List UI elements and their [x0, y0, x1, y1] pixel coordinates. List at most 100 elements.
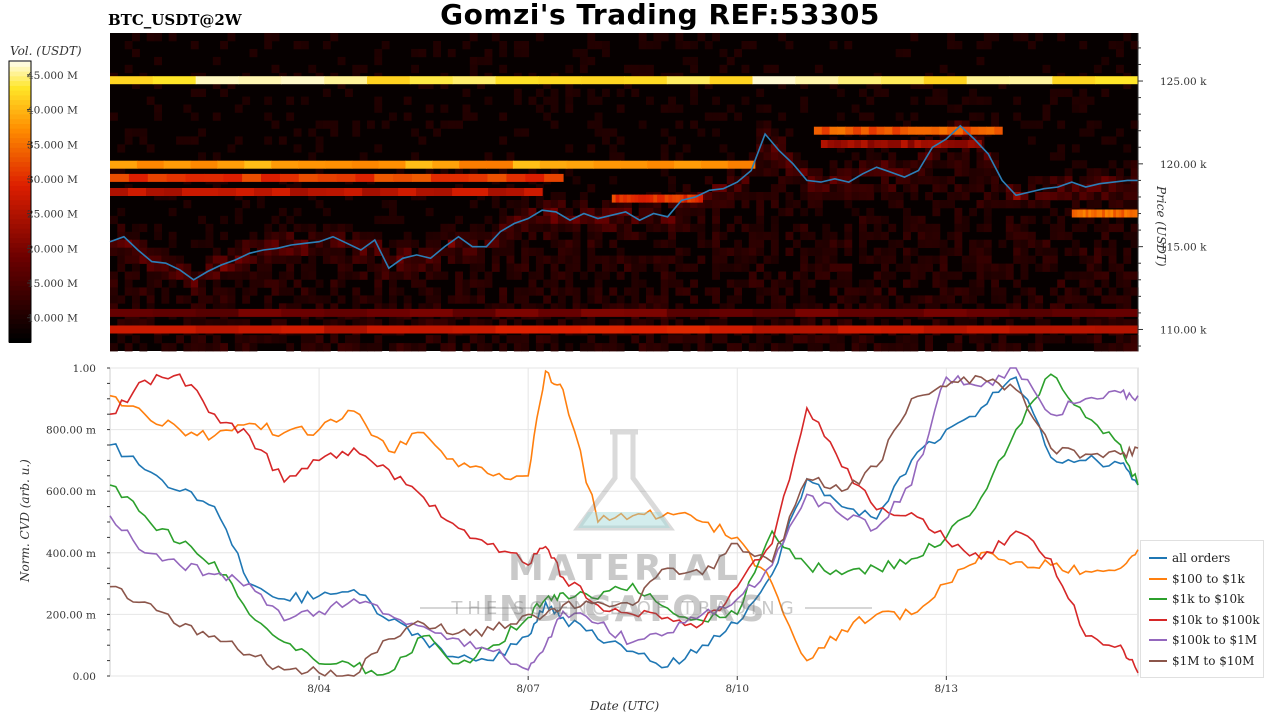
heatmap-cell: [961, 168, 970, 177]
heatmap-cell: [557, 207, 566, 217]
heatmap-cell: [939, 255, 948, 264]
heatmap-cell: [704, 287, 713, 296]
heatmap-cell: [587, 96, 596, 105]
heatmap-cell: [425, 207, 434, 217]
heatmap-cell: [1079, 192, 1088, 201]
heatmap-cell: [631, 271, 640, 280]
heatmap-cell: [1042, 319, 1051, 328]
heatmap-cell: [910, 112, 919, 121]
heatmap-cell: [455, 231, 463, 241]
heatmap-cell: [352, 271, 361, 280]
heatmap-cell: [807, 231, 816, 241]
heatmap-cell: [668, 271, 676, 280]
heatmap-cell: [220, 295, 228, 304]
heatmap-cell: [132, 231, 140, 241]
wall-segment: [430, 173, 451, 182]
heatmap-cell: [624, 200, 632, 209]
wall-segment: [994, 126, 1003, 135]
heatmap-cell: [242, 247, 251, 256]
heatmap-cell: [668, 184, 676, 193]
heatmap-cell: [917, 271, 926, 280]
heatmap-cell: [1101, 168, 1110, 177]
wall-segment: [378, 160, 407, 169]
heatmap-cell: [903, 343, 911, 352]
heatmap-cell: [469, 239, 478, 248]
wall-segment: [324, 308, 368, 317]
wall-segment: [887, 140, 895, 148]
heatmap-cell: [543, 279, 552, 288]
heatmap-cell: [851, 207, 860, 217]
heatmap-cell: [697, 231, 706, 241]
heatmap-cell: [462, 112, 471, 121]
heatmap-cell: [117, 295, 126, 304]
heatmap-cell: [873, 184, 882, 193]
heatmap-cell: [873, 160, 882, 169]
heatmap-cell: [954, 184, 963, 193]
heatmap-cell: [983, 239, 992, 248]
heatmap-cell: [227, 319, 236, 328]
heatmap-cell: [903, 184, 911, 193]
heatmap-cell: [690, 335, 698, 344]
cvd-series-line: [109, 373, 1139, 674]
heatmap-cell: [763, 192, 772, 201]
wall-segment: [752, 325, 796, 334]
heatmap-cell: [616, 271, 625, 280]
heatmap-cell: [381, 215, 390, 225]
colorbar-step: [9, 284, 31, 291]
heatmap-cell: [469, 335, 478, 344]
heatmap-cell: [594, 271, 603, 280]
heatmap-cell: [668, 136, 676, 145]
wall-segment: [182, 188, 201, 196]
heatmap-cell: [822, 263, 831, 272]
heatmap-cell: [976, 343, 985, 352]
heatmap-cell: [565, 287, 574, 296]
heatmap-cell: [190, 335, 199, 344]
heatmap-cell: [910, 335, 919, 344]
heatmap-cell: [1071, 104, 1080, 113]
heatmap-cell: [1005, 223, 1014, 233]
heatmap-cell: [455, 168, 463, 177]
wall-segment: [821, 126, 831, 135]
wall-segment: [434, 188, 453, 196]
heatmap-cell: [528, 303, 537, 312]
heatmap-cell: [976, 144, 985, 153]
wall-segment: [538, 308, 582, 317]
heatmap-cell: [198, 343, 206, 352]
colorbar-step: [9, 303, 31, 310]
heatmap-cell: [587, 247, 596, 256]
heatmap-cell: [477, 56, 485, 66]
heatmap-cell: [396, 247, 405, 256]
heatmap-cell: [910, 215, 919, 225]
heatmap-cell: [925, 231, 933, 241]
heatmap-cell: [778, 279, 787, 288]
heatmap-cell: [668, 96, 676, 105]
heatmap-cell: [587, 215, 596, 225]
heatmap-cell: [484, 303, 493, 312]
heatmap-cell: [866, 335, 875, 344]
heatmap-cell: [278, 207, 287, 217]
wall-segment: [840, 140, 849, 148]
legend-entry: $10k to $100k: [1149, 611, 1260, 629]
heatmap-cell: [719, 112, 728, 121]
heatmap-cell: [1064, 176, 1073, 185]
wall-segment: [701, 160, 729, 169]
heatmap-cell: [1108, 200, 1117, 209]
heatmap-cell: [124, 271, 133, 280]
heatmap-cell: [293, 303, 302, 312]
heatmap-cell: [822, 335, 831, 344]
wall-segment: [795, 308, 839, 317]
heatmap-cell: [998, 343, 1007, 352]
heatmap-cell: [976, 152, 985, 161]
heatmap-cell: [1013, 200, 1022, 209]
wall-segment: [679, 194, 685, 203]
heatmap-cell: [844, 303, 853, 312]
heatmap-cell: [638, 120, 647, 129]
heatmap-cell: [954, 207, 963, 217]
colorbar-step: [9, 227, 31, 234]
heatmap-cell: [183, 200, 192, 209]
heatmap-cell: [565, 239, 574, 248]
heatmap-cell: [675, 303, 684, 312]
heatmap-cell: [337, 279, 346, 288]
heatmap-cell: [844, 160, 853, 169]
heatmap-cell: [220, 287, 228, 296]
